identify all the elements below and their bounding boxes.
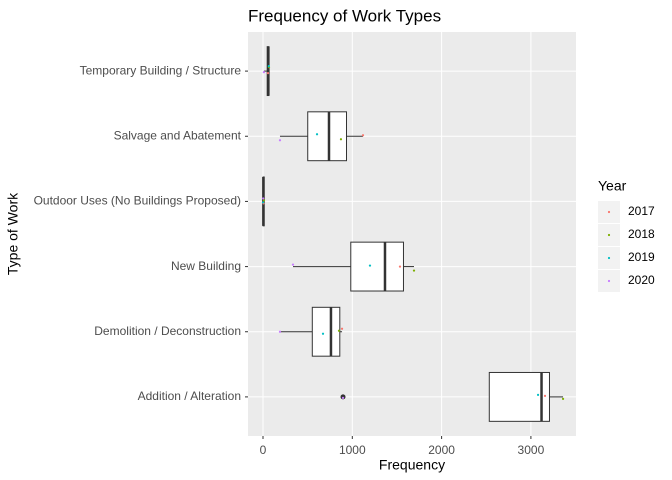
y-tick-label: Salvage and Abatement [114, 128, 242, 142]
y-tick-label: Outdoor Uses (No Buildings Proposed) [34, 194, 241, 208]
point [262, 197, 265, 200]
point [543, 394, 547, 398]
point [291, 263, 295, 266]
point [340, 327, 344, 330]
point [368, 264, 372, 267]
point [412, 269, 416, 272]
point [267, 64, 270, 68]
point [321, 332, 325, 335]
x-axis-title: Frequency [379, 457, 445, 473]
legend-label: 2018 [628, 227, 655, 241]
x-tick-label: 2000 [428, 443, 455, 457]
point [341, 396, 345, 400]
box [350, 241, 404, 292]
legend-label: 2017 [628, 204, 655, 218]
x-tick-label: 1000 [339, 443, 366, 457]
point [339, 138, 343, 141]
point [278, 139, 282, 142]
y-axis-title: Type of Work [5, 192, 21, 275]
y-tick-label: Demolition / Deconstruction [94, 324, 241, 338]
x-tick-label: 3000 [518, 443, 545, 457]
point [278, 330, 282, 333]
point [337, 329, 341, 332]
legend-marker [607, 279, 611, 283]
plot-panel [248, 32, 576, 436]
box [307, 111, 347, 162]
box [311, 306, 341, 357]
point [361, 134, 365, 137]
legend-label: 2019 [628, 250, 655, 264]
y-tick-label: Addition / Alteration [138, 389, 241, 403]
legend-marker [607, 233, 611, 237]
point [266, 71, 270, 75]
point [262, 199, 265, 202]
legend-title: Year [598, 178, 627, 194]
point [315, 133, 319, 136]
box [488, 371, 550, 422]
y-tick-label: New Building [171, 259, 241, 273]
chart-title: Frequency of Work Types [248, 6, 441, 25]
legend-marker [607, 256, 611, 260]
legend-marker [607, 210, 611, 214]
legend-label: 2020 [628, 273, 655, 287]
point [261, 201, 265, 204]
x-tick-label: 0 [260, 443, 267, 457]
point [262, 70, 265, 74]
y-tick-label: Temporary Building / Structure [80, 63, 242, 77]
point [398, 265, 402, 268]
point [536, 393, 540, 397]
point [561, 397, 565, 401]
